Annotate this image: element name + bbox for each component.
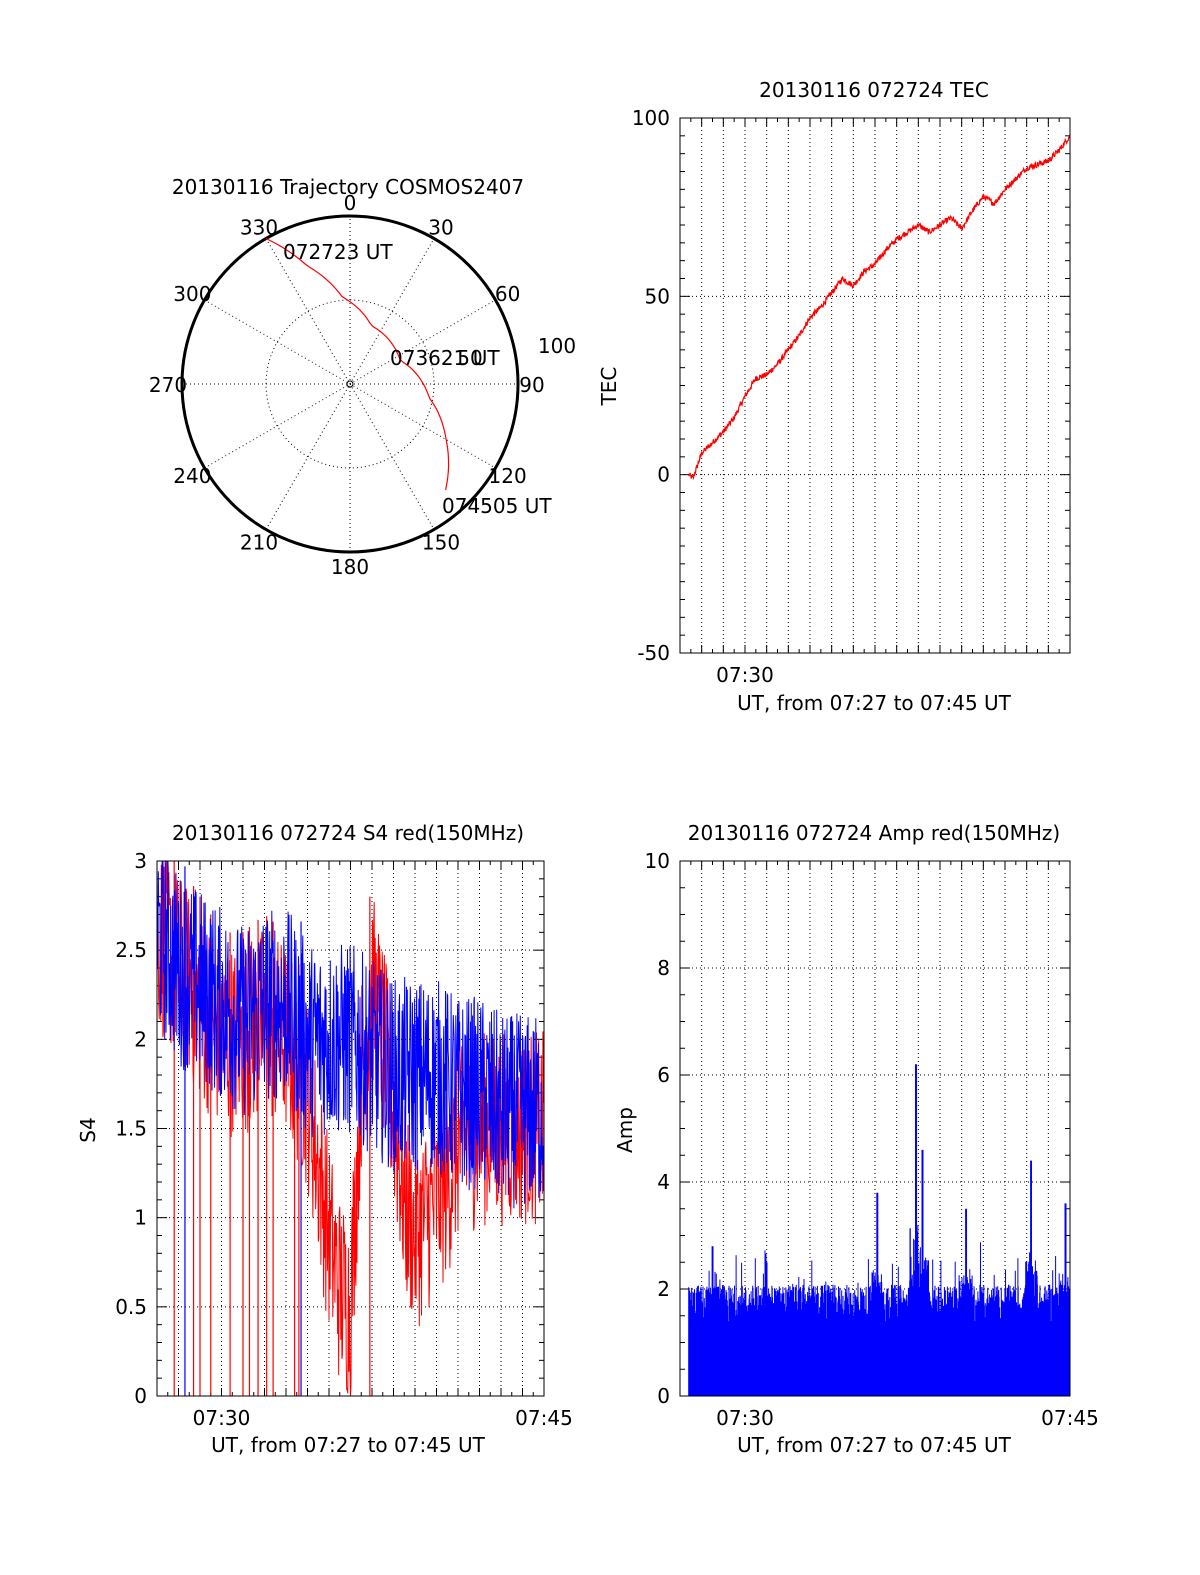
y-tick-label: -50 bbox=[637, 641, 670, 665]
polar-angle-labels: 0 30 60 90 120 150 180 210 240 270 300 330 bbox=[149, 191, 545, 579]
y-tick-label: 2 bbox=[657, 1277, 670, 1301]
y-tick-label: 50 bbox=[645, 284, 670, 308]
tec-plot-frame bbox=[679, 117, 1071, 654]
y-tick-label: 100 bbox=[632, 106, 670, 130]
trajectory-title: 20130116 Trajectory COSMOS2407 bbox=[172, 175, 524, 199]
polar-angle-label: 120 bbox=[489, 464, 527, 488]
tec-y-tick-labels: -50 0 50 100 bbox=[632, 106, 670, 665]
amp-y-axis-label: Amp bbox=[613, 1107, 637, 1153]
tec-y-axis-label: TEC bbox=[597, 367, 621, 407]
radius-label-100: 100 bbox=[538, 334, 576, 358]
trajectory-chart: 20130116 Trajectory COSMOS2407 0 30 60 90 12… bbox=[149, 175, 576, 579]
amp-chart: 20130116 072724 Amp red(150MHz) 0246810 … bbox=[613, 821, 1099, 1457]
s4-series-line bbox=[156, 860, 545, 1209]
y-tick-label: 1.5 bbox=[115, 1117, 147, 1141]
tec-x-axis-label: UT, from 07:27 to 07:45 UT bbox=[737, 691, 1012, 715]
amp-title: 20130116 072724 Amp red(150MHz) bbox=[688, 821, 1060, 845]
y-tick-label: 8 bbox=[657, 956, 670, 980]
amp-series-bars bbox=[688, 1064, 1071, 1396]
tec-grid bbox=[680, 118, 1070, 653]
annotation-mid-time: 073621 UT bbox=[390, 346, 500, 370]
tec-minor-ticks bbox=[679, 117, 1071, 654]
y-tick-label: 2.5 bbox=[115, 938, 147, 962]
y-tick-label: 2 bbox=[134, 1027, 147, 1051]
tec-series-line bbox=[688, 134, 1071, 481]
x-tick-label: 07:45 bbox=[1041, 1406, 1099, 1430]
s4-x-tick-labels: 07:30 07:45 bbox=[193, 1406, 573, 1430]
amp-y-tick-labels: 0 2 4 6 8 10 bbox=[645, 849, 670, 1408]
y-tick-label: 6 bbox=[657, 1063, 670, 1087]
s4-chart: 20130116 072724 S4 red(150MHz) 0 0.5 1 1.5 2… bbox=[76, 821, 573, 1457]
y-tick-label: 10 bbox=[645, 849, 670, 873]
polar-angle-label: 210 bbox=[240, 531, 278, 555]
polar-spoke bbox=[265, 238, 435, 530]
s4-blue-series bbox=[156, 860, 545, 1396]
tec-x-tick-labels: 07:30 bbox=[716, 663, 774, 687]
polar-angle-label: 330 bbox=[240, 215, 278, 239]
s4-plot-frame bbox=[156, 860, 545, 1397]
annotation-start-time: 072723 UT bbox=[283, 240, 393, 264]
annotation-end-time: 074505 UT bbox=[442, 494, 552, 518]
polar-angle-label: 0 bbox=[344, 191, 357, 215]
s4-y-axis-label: S4 bbox=[76, 1117, 100, 1142]
polar-angle-label: 300 bbox=[173, 282, 211, 306]
y-tick-label: 1 bbox=[134, 1206, 147, 1230]
y-tick-label: 0.5 bbox=[115, 1295, 147, 1319]
polar-angle-label: 150 bbox=[422, 531, 460, 555]
amp-spikes bbox=[688, 1064, 1071, 1396]
x-tick-label: 07:45 bbox=[515, 1406, 573, 1430]
trajectory-track bbox=[265, 237, 450, 491]
polar-grid bbox=[182, 216, 518, 552]
x-tick-label: 07:30 bbox=[716, 663, 774, 687]
s4-x-axis-label: UT, from 07:27 to 07:45 UT bbox=[211, 1433, 486, 1457]
polar-angle-label: 270 bbox=[149, 373, 187, 397]
s4-title: 20130116 072724 S4 red(150MHz) bbox=[172, 821, 524, 845]
y-tick-label: 3 bbox=[134, 849, 147, 873]
polar-angle-label: 30 bbox=[428, 215, 453, 239]
y-tick-label: 4 bbox=[657, 1170, 670, 1194]
amp-x-axis-label: UT, from 07:27 to 07:45 UT bbox=[737, 1433, 1012, 1457]
polar-angle-label: 240 bbox=[173, 464, 211, 488]
amp-plot-frame bbox=[679, 860, 1071, 1397]
y-tick-label: 0 bbox=[657, 1384, 670, 1408]
y-tick-label: 0 bbox=[657, 463, 670, 487]
s4-y-tick-labels: 0 0.5 1 1.5 2 2.5 3 bbox=[115, 849, 147, 1408]
radius-label-50: 50 bbox=[457, 346, 482, 370]
x-tick-label: 07:30 bbox=[716, 1406, 774, 1430]
polar-angle-label: 180 bbox=[331, 555, 369, 579]
y-tick-label: 0 bbox=[134, 1384, 147, 1408]
tec-title: 20130116 072724 TEC bbox=[759, 78, 989, 102]
polar-angle-label: 60 bbox=[495, 282, 520, 306]
polar-angle-label: 90 bbox=[519, 373, 544, 397]
x-tick-label: 07:30 bbox=[193, 1406, 251, 1430]
polar-outer-ring bbox=[180, 214, 520, 554]
amp-x-tick-labels: 07:30 07:45 bbox=[716, 1406, 1099, 1430]
